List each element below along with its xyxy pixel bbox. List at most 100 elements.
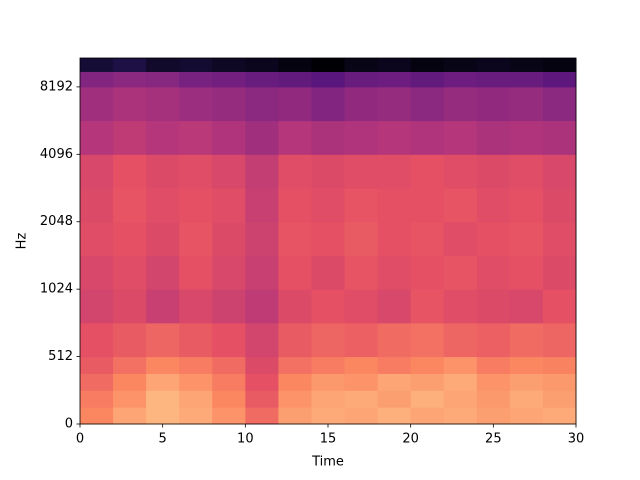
heatmap-cell [179,188,213,223]
heatmap-cell [344,356,379,374]
heatmap-cell [278,289,312,324]
heatmap-cell [80,407,114,425]
x-tick-label: 20 [402,432,419,447]
heatmap-cell [476,154,511,189]
heatmap-cell [410,221,445,256]
heatmap-cell [509,120,544,155]
heatmap-cell [179,71,213,88]
y-tick-label: 4096 [40,147,73,162]
heatmap-cell [542,373,577,391]
heatmap-cell [344,154,379,189]
heatmap-cell [245,120,279,155]
heatmap-cell [509,255,544,290]
y-tick-label: 1024 [40,282,73,297]
heatmap-cell [443,255,478,290]
heatmap-cell [443,58,478,72]
heatmap-cell [509,86,544,122]
heatmap-cell [410,188,445,223]
heatmap-cell [278,58,312,72]
heatmap-cell [245,390,279,408]
heatmap-cell [377,407,412,425]
heatmap-cell [509,322,544,358]
heatmap-cell [179,373,213,391]
heatmap-cell [245,71,279,88]
heatmap-cell [245,154,279,189]
heatmap-cell [80,120,114,155]
heatmap-cell [377,221,412,256]
heatmap-cell [146,154,180,189]
heatmap-cell [377,322,412,358]
heatmap-cell [377,154,412,189]
y-tick-label: 0 [65,417,73,432]
heatmap-cell [344,188,379,223]
heatmap-cell [476,356,511,374]
heatmap-cell [542,120,577,155]
heatmap-cell [311,390,346,408]
heatmap-cell [278,86,312,122]
heatmap-cell [509,58,544,72]
x-tick-label: 0 [76,432,84,447]
heatmap-cell [344,86,379,122]
heatmap-cell [476,71,511,88]
heatmap-cell [245,407,279,425]
heatmap-cell [377,58,412,72]
heatmap-cell [212,373,246,391]
heatmap-cell [80,356,114,374]
heatmap-cell [212,255,246,290]
heatmap-cell [179,407,213,425]
heatmap-cell [476,120,511,155]
heatmap-cell [113,188,147,223]
heatmap-cell [311,188,346,223]
heatmap-cell [80,289,114,324]
heatmap-cell [179,390,213,408]
heatmap-cell [80,188,114,223]
heatmap-cell [410,86,445,122]
heatmap-cell [542,221,577,256]
heatmap-cell [311,322,346,358]
heatmap-cell [311,154,346,189]
heatmap-cell [377,356,412,374]
heatmap-cell [80,221,114,256]
heatmap-cell [344,221,379,256]
heatmap-cell [476,407,511,425]
heatmap-cell [212,356,246,374]
heatmap-cell [410,120,445,155]
heatmap-cell [443,373,478,391]
heatmap-cell [311,407,346,425]
heatmap-cell [146,390,180,408]
heatmap-cell [311,221,346,256]
heatmap-cell [509,407,544,425]
heatmap-cell [344,289,379,324]
heatmap [80,58,577,425]
heatmap-cell [344,255,379,290]
heatmap-cell [410,289,445,324]
heatmap-cell [113,407,147,425]
heatmap-cell [245,188,279,223]
heatmap-cell [146,58,180,72]
heatmap-cell [410,322,445,358]
heatmap-cell [212,322,246,358]
heatmap-cell [80,154,114,189]
heatmap-cell [146,221,180,256]
heatmap-cell [278,188,312,223]
heatmap-cell [212,71,246,88]
heatmap-cell [212,407,246,425]
heatmap-cell [113,221,147,256]
heatmap-cell [443,86,478,122]
heatmap-cell [245,255,279,290]
heatmap-cell [509,356,544,374]
heatmap-cell [146,373,180,391]
heatmap-cell [113,356,147,374]
heatmap-cell [443,289,478,324]
heatmap-cell [278,255,312,290]
heatmap-cell [377,120,412,155]
heatmap-cell [179,120,213,155]
heatmap-cell [113,120,147,155]
heatmap-cell [542,356,577,374]
heatmap-cell [443,390,478,408]
heatmap-cell [311,289,346,324]
heatmap-cell [80,58,114,72]
heatmap-cell [146,322,180,358]
heatmap-cell [344,407,379,425]
y-tick-label: 2048 [40,214,73,229]
